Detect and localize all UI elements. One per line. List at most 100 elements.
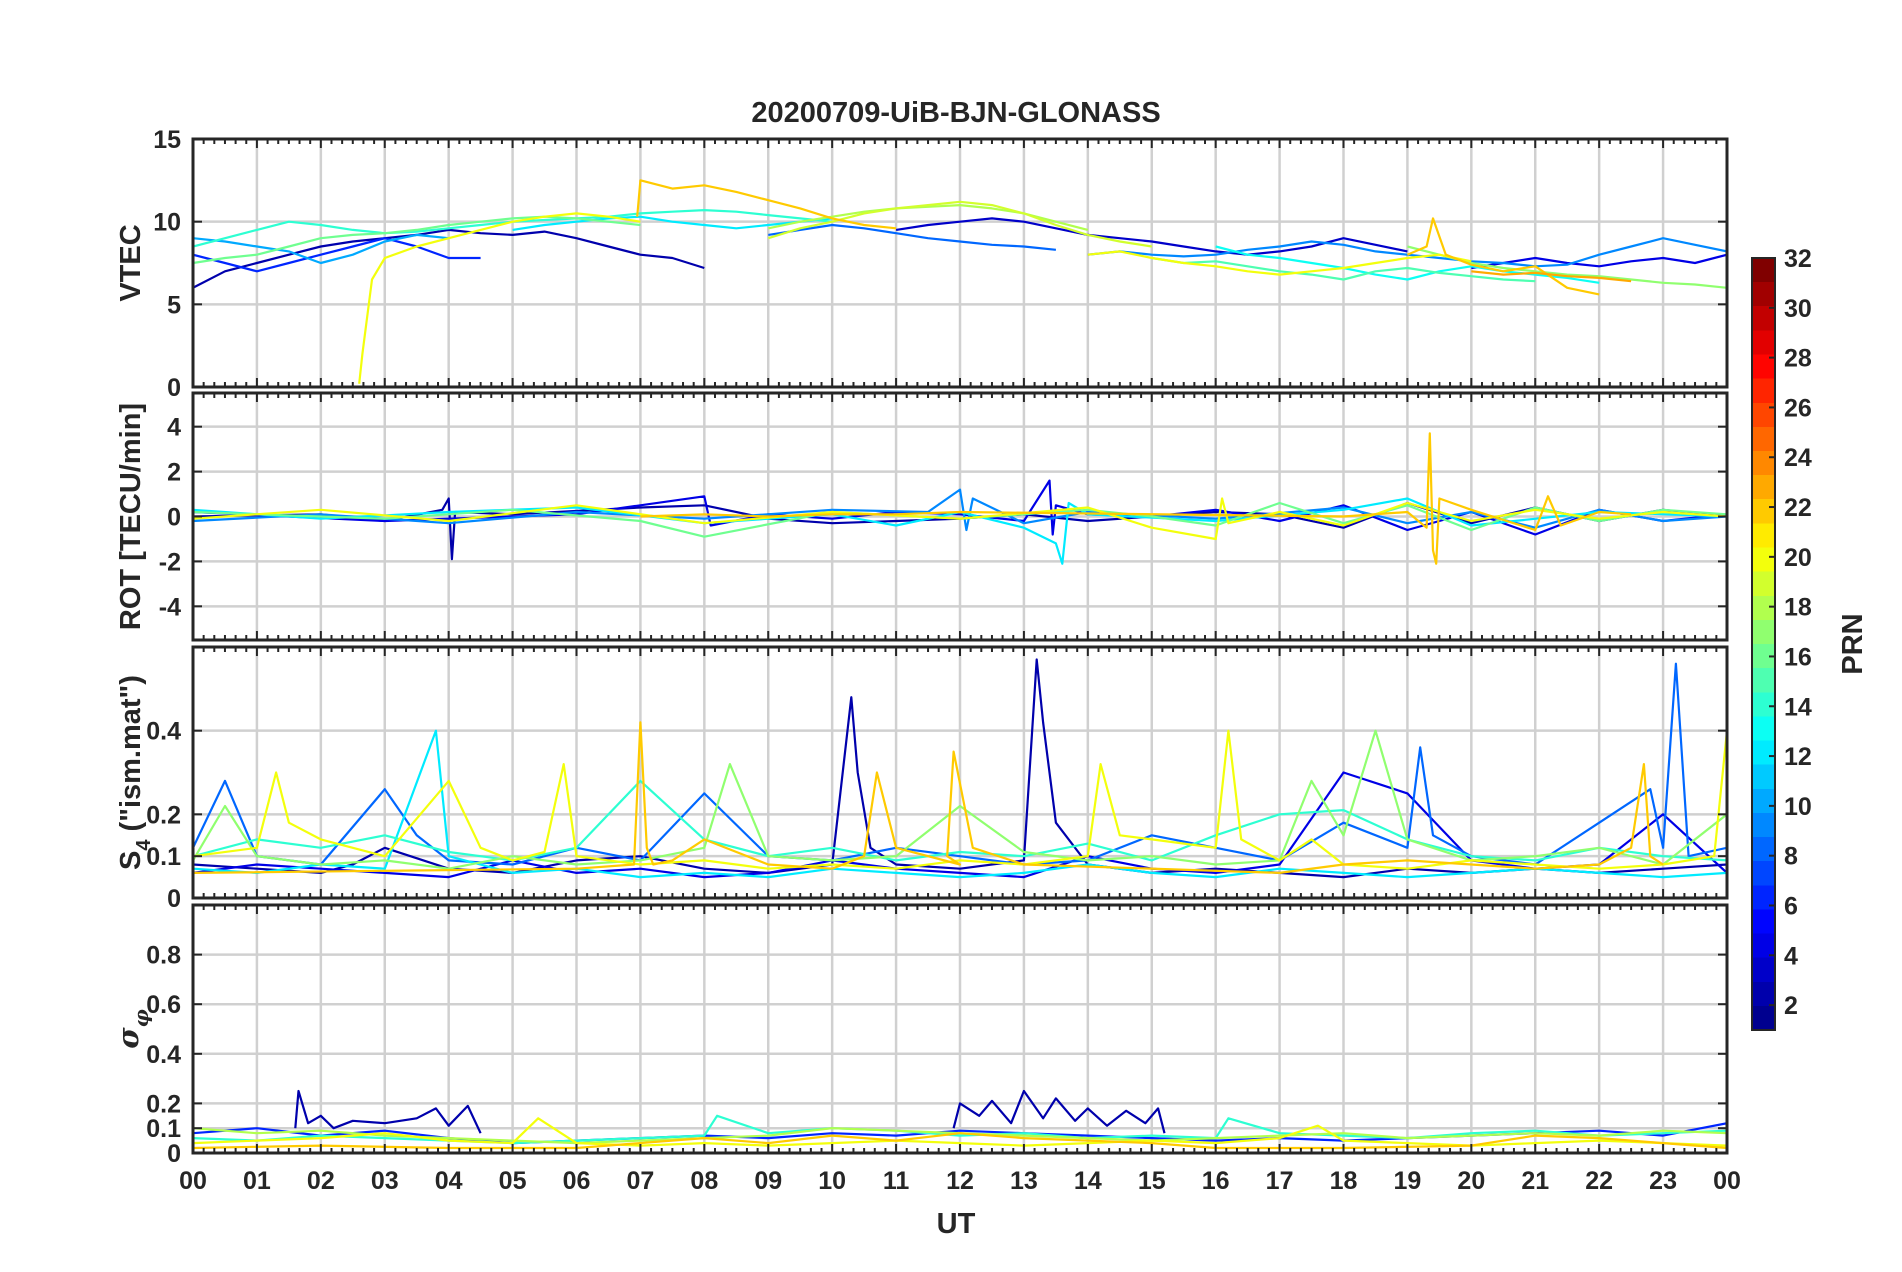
colorbar-tick-label: 4 — [1784, 942, 1798, 970]
series-line-prn-19 — [767, 200, 1152, 248]
x-tick-label: 09 — [754, 1167, 782, 1195]
y-axis-sigma_phi: 00.10.2 0.4 0.6 0.8 — [146, 942, 1727, 1168]
colorbar-label: PRN — [1837, 613, 1869, 674]
series-line-prn-13 — [1215, 245, 1600, 284]
x-tick-label: 08 — [690, 1167, 718, 1195]
x-tick-label: 22 — [1585, 1167, 1613, 1195]
y-tick-label: 0 — [167, 885, 181, 913]
panel-sigma_phi: 00.10.2 0.4 0.6 0.8 σφ — [111, 903, 1729, 1168]
y-tick-label: 0 — [167, 374, 181, 402]
x-tick-label: 06 — [563, 1167, 591, 1195]
series-line-prn-12 — [512, 215, 833, 231]
x-tick-label: 02 — [307, 1167, 335, 1195]
x-tickmarks-vtec — [192, 139, 1728, 387]
x-tick-label: 07 — [627, 1167, 655, 1195]
colorbar-tick-label: 6 — [1784, 892, 1798, 920]
y-tick-label: -4 — [159, 593, 181, 621]
colorbar-tick-label: 12 — [1784, 743, 1812, 771]
colorbar-gradient — [1751, 257, 1776, 1031]
x-tick-label: 05 — [499, 1167, 527, 1195]
series-line-prn-12 — [193, 729, 1727, 879]
y-tick-label: 10 — [153, 209, 181, 237]
x-tick-label: 23 — [1649, 1167, 1677, 1195]
series-line-prn-8 — [768, 223, 1057, 251]
series-line-prn-4 — [1471, 253, 1727, 270]
x-axis-label: UT — [937, 1208, 976, 1240]
colorbar-tick-label: 24 — [1784, 444, 1812, 472]
series-group-vtec — [193, 179, 1727, 384]
colorbar-tick-label: 18 — [1784, 594, 1812, 622]
y-axis-s4: 0 0.1 0.2 0.4 — [146, 718, 1727, 913]
y-axis-label-vtec: VTEC — [115, 224, 147, 301]
series-line-prn-20 — [193, 497, 1727, 541]
y-axis-label-sigma_phi: σφ — [111, 1009, 153, 1049]
y-tick-label: 0.1 — [146, 843, 181, 871]
chart-title: 20200709-UiB-BJN-GLONASS — [751, 97, 1160, 129]
panel-vtec: 0 5 10 15 VTEC — [115, 126, 1729, 402]
series-line-prn-6 — [193, 237, 481, 273]
x-tick-label: 03 — [371, 1167, 399, 1195]
x-tick-label: 19 — [1394, 1167, 1422, 1195]
series-line-prn-15 — [1151, 256, 1536, 283]
y-axis-vtec: 0 5 10 15 — [153, 126, 1727, 402]
x-tick-label: 13 — [1010, 1167, 1038, 1195]
x-tick-label: 12 — [946, 1167, 974, 1195]
series-line-prn-22 — [193, 721, 1664, 875]
x-tick-label: 15 — [1138, 1167, 1166, 1195]
y-axis-label-rot: ROT [TECU/min] — [115, 403, 147, 630]
series-line-prn-22 — [640, 432, 1632, 565]
y-tick-label: 0.4 — [146, 718, 181, 746]
series-line-prn-2 — [193, 228, 705, 289]
series-line-prn-22 — [1406, 217, 1600, 296]
y-tick-label: 0 — [167, 1140, 181, 1168]
y-tick-label: 4 — [167, 414, 181, 442]
x-tickmarks-rot — [192, 393, 1728, 640]
series-line-prn-20 — [1087, 250, 1472, 276]
y-tick-label: 0 — [167, 504, 181, 532]
series-line-prn-16 — [193, 501, 1727, 538]
y-tick-label: 5 — [167, 291, 181, 319]
series-group-s4 — [193, 658, 1727, 879]
y-tick-label: 0.8 — [146, 942, 181, 970]
series-line-prn-4 — [193, 479, 1727, 536]
series-line-prn-3 — [895, 217, 1408, 256]
y-axis-rot: -4 -2 0 2 4 — [159, 414, 1727, 621]
series-line-prn-17 — [193, 729, 1727, 870]
x-tick-label: 21 — [1521, 1167, 1549, 1195]
y-tick-label: 2 — [167, 459, 181, 487]
series-line-prn-20 — [193, 729, 1727, 870]
colorbar-tick-label: 32 — [1784, 245, 1812, 273]
x-tick-label: 10 — [818, 1167, 846, 1195]
x-tickmarks-s4 — [192, 647, 1728, 898]
series-line-prn-2 — [952, 1089, 1166, 1134]
y-tick-label: 0.1 — [146, 1115, 181, 1143]
x-tick-label: 04 — [435, 1167, 463, 1195]
colorbar-tick-label: 20 — [1784, 544, 1812, 572]
y-tick-label: -2 — [159, 548, 181, 576]
x-tick-label: 00 — [179, 1167, 207, 1195]
x-tick-label: 14 — [1074, 1167, 1102, 1195]
series-line-prn-12 — [193, 497, 1727, 565]
x-tick-label: 16 — [1202, 1167, 1230, 1195]
series-line-prn-14 — [193, 779, 1727, 862]
y-axis-label-s4: S4 ("ism.mat") — [115, 675, 155, 870]
y-tick-label: 0.2 — [146, 801, 181, 829]
y-tick-label: 15 — [153, 126, 181, 154]
series-line-prn-8 — [193, 662, 1727, 866]
series-line-prn-22 — [636, 179, 897, 230]
panel-rot: -4 -2 0 2 4 ROT [TECU/min] — [115, 391, 1729, 642]
x-tick-label: 20 — [1457, 1167, 1485, 1195]
panel-s4: 0 0.1 0.2 0.4S4 ("ism.mat") — [115, 645, 1729, 913]
y-tick-label: 0.2 — [146, 1090, 181, 1118]
series-line-prn-20 — [358, 212, 641, 384]
x-tick-label: 00 — [1713, 1167, 1741, 1195]
x-tick-label: 17 — [1266, 1167, 1294, 1195]
x-tick-label: 01 — [243, 1167, 271, 1195]
colorbar-tick-label: 10 — [1784, 793, 1812, 821]
colorbar-tick-label: 26 — [1784, 394, 1812, 422]
colorbar-tick-label: 22 — [1784, 494, 1812, 522]
colorbar-tick-label: 2 — [1784, 992, 1798, 1020]
